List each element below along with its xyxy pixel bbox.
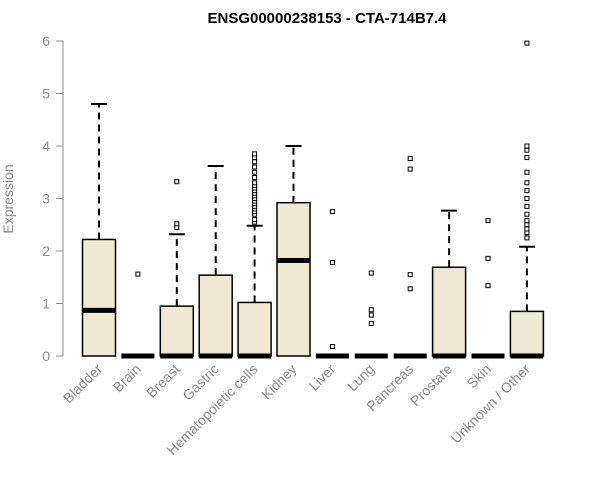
box-brain — [121, 271, 155, 359]
chart-title: ENSG00000238153 - CTA-714B7.4 — [207, 10, 447, 27]
box-group — [81, 40, 545, 359]
x-tick-label: Skin — [464, 361, 495, 392]
x-tick-label: Prostate — [407, 361, 455, 409]
y-tick-label: 6 — [42, 33, 50, 49]
outlier-point — [174, 179, 180, 185]
y-tick-label: 3 — [42, 191, 50, 207]
iqr-box — [431, 266, 467, 357]
outlier-point — [407, 286, 413, 292]
outlier-point — [135, 271, 141, 277]
outlier-point — [252, 169, 258, 175]
outlier-point — [368, 307, 374, 313]
outlier-point — [368, 320, 374, 326]
outlier-point — [524, 235, 530, 241]
y-tick-label: 1 — [42, 296, 50, 312]
box-skin — [471, 218, 505, 359]
y-tick-label: 5 — [42, 86, 50, 102]
outlier-point — [524, 169, 530, 175]
outlier-point — [524, 188, 530, 194]
box-gastric — [198, 164, 233, 359]
x-tick-label: Brain — [110, 361, 144, 395]
y-tick-label: 4 — [42, 138, 50, 154]
iqr-box — [276, 201, 311, 357]
x-tick-label: Lung — [344, 361, 377, 394]
x-tick-label: Breast — [143, 361, 183, 401]
outlier-point — [252, 151, 258, 157]
box-unknown-other — [509, 40, 545, 359]
outlier-point — [368, 270, 374, 276]
x-tick-label: Liver — [306, 361, 339, 394]
iqr-box — [159, 305, 195, 357]
y-axis-label: Expression — [0, 164, 16, 233]
outlier-point — [252, 180, 258, 186]
box-kidney — [276, 145, 311, 357]
outlier-point — [252, 217, 258, 222]
outlier-point — [407, 166, 413, 172]
outlier-point — [485, 255, 491, 261]
outlier-point — [485, 218, 491, 224]
box-liver — [315, 209, 349, 359]
box-lung — [354, 270, 388, 359]
outlier-point — [329, 260, 335, 266]
outlier-point — [252, 164, 258, 170]
iqr-box — [81, 238, 117, 357]
y-axis: 0 1 2 3 4 5 6 — [42, 33, 64, 364]
y-tick-label: 2 — [42, 243, 50, 259]
iqr-box — [237, 301, 272, 357]
outlier-point — [407, 156, 413, 162]
outlier-point — [524, 155, 530, 161]
outlier-point — [524, 180, 530, 186]
box-pancreas — [393, 156, 427, 359]
outlier-point — [174, 221, 180, 227]
x-tick-label: Bladder — [60, 361, 106, 407]
outlier-point — [485, 283, 491, 289]
box-bladder — [81, 103, 117, 357]
outlier-point — [524, 222, 530, 228]
x-tick-label: Kidney — [258, 361, 300, 403]
outlier-point — [524, 40, 530, 46]
outlier-point — [252, 159, 258, 165]
outlier-point — [524, 203, 530, 209]
outlier-point — [524, 196, 530, 201]
outlier-point — [524, 226, 530, 232]
box-hematopoietic-cells — [237, 151, 272, 359]
outlier-point — [329, 344, 335, 350]
box-prostate — [431, 209, 467, 359]
outlier-point — [407, 272, 413, 278]
y-tick-label: 0 — [42, 348, 50, 364]
iqr-box — [509, 310, 545, 357]
outlier-point — [524, 218, 530, 224]
outlier-point — [524, 211, 530, 217]
outlier-point — [329, 209, 335, 215]
outlier-point — [524, 147, 530, 153]
outlier-point — [252, 175, 258, 180]
outlier-point — [524, 143, 530, 149]
iqr-box — [198, 274, 233, 357]
outlier-point — [368, 312, 374, 318]
box-breast — [159, 179, 195, 359]
